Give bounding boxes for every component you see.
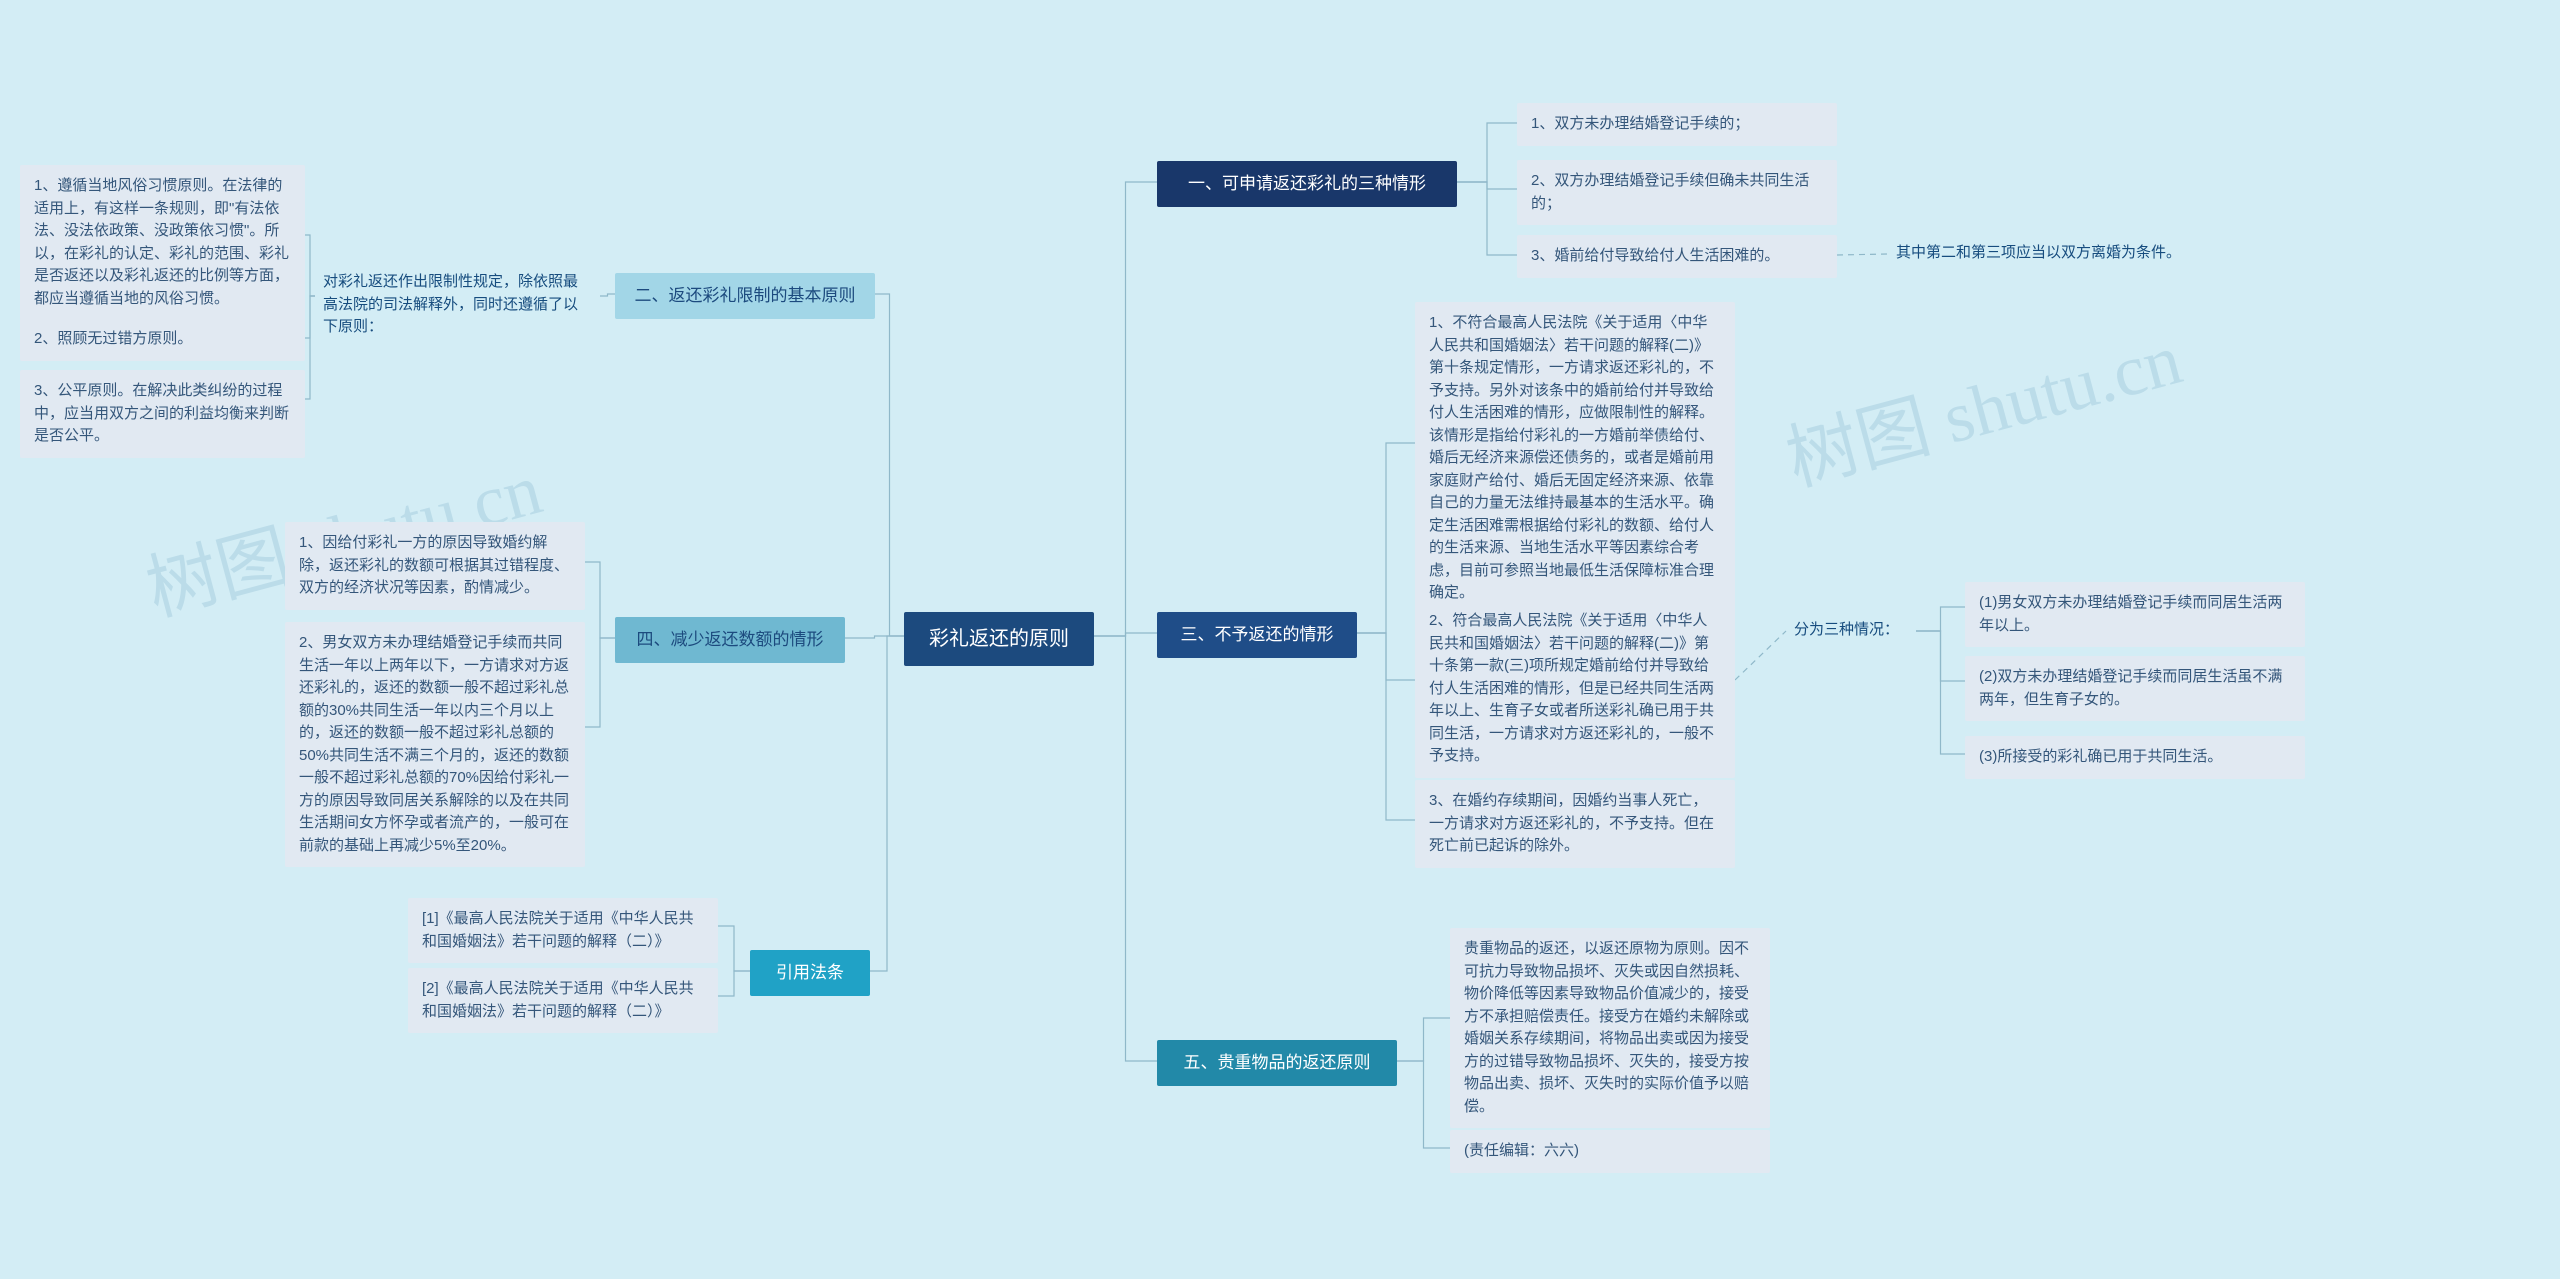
b3-l2-sub1: (1)男女双方未办理结婚登记手续而同居生活两年以上。 [1965, 582, 2305, 647]
branch-5: 五、贵重物品的返还原则 [1157, 1040, 1397, 1086]
b1-leaf-2: 2、双方办理结婚登记手续但确未共同生活的； [1517, 160, 1837, 225]
b6-leaf-1: [1]《最高人民法院关于适用《中华人民共和国婚姻法》若干问题的解释（二）》 [408, 898, 718, 963]
b1-note: 其中第二和第三项应当以双方离婚为条件。 [1888, 238, 2248, 269]
b3-leaf-3: 3、在婚约存续期间，因婚约当事人死亡，一方请求对方返还彩礼的，不予支持。但在死亡… [1415, 780, 1735, 868]
b4-leaf-1: 1、因给付彩礼一方的原因导致婚约解除，返还彩礼的数额可根据其过错程度、双方的经济… [285, 522, 585, 610]
b3-leaf-2: 2、符合最高人民法院《关于适用〈中华人民共和国婚姻法〉若干问题的解释(二)》第十… [1415, 600, 1735, 778]
b1-leaf-3: 3、婚前给付导致给付人生活困难的。 [1517, 235, 1837, 278]
watermark-2: 树图 shutu.cn [1773, 300, 2190, 506]
b3-l2-mid: 分为三种情况： [1786, 615, 1916, 646]
branch-4: 四、减少返还数额的情形 [615, 617, 845, 663]
b3-l2-sub3: (3)所接受的彩礼确已用于共同生活。 [1965, 736, 2305, 779]
b4-leaf-2: 2、男女双方未办理结婚登记手续而共同生活一年以上两年以下，一方请求对方返还彩礼的… [285, 622, 585, 867]
b5-leaf-2: (责任编辑：六六) [1450, 1130, 1770, 1173]
branch-3: 三、不予返还的情形 [1157, 612, 1357, 658]
branch-1: 一、可申请返还彩礼的三种情形 [1157, 161, 1457, 207]
b1-leaf-1: 1、双方未办理结婚登记手续的； [1517, 103, 1837, 146]
b2-leaf-3: 3、公平原则。在解决此类纠纷的过程中，应当用双方之间的利益均衡来判断是否公平。 [20, 370, 305, 458]
branch-2: 二、返还彩礼限制的基本原则 [615, 273, 875, 319]
mindmap-canvas: 树图 shutu.cn 树图 shutu.cn 彩礼返还的原则 一、可申请返还彩… [0, 0, 2560, 1279]
b5-leaf-1: 贵重物品的返还，以返还原物为原则。因不可抗力导致物品损坏、灭失或因自然损耗、物价… [1450, 928, 1770, 1128]
b2-leaf-2: 2、照顾无过错方原则。 [20, 318, 305, 361]
b3-l2-sub2: (2)双方未办理结婚登记手续而同居生活虽不满两年，但生育子女的。 [1965, 656, 2305, 721]
b2-mid: 对彩礼返还作出限制性规定，除依照最高法院的司法解释外，同时还遵循了以下原则： [315, 267, 600, 343]
b3-leaf-1: 1、不符合最高人民法院《关于适用〈中华人民共和国婚姻法〉若干问题的解释(二)》第… [1415, 302, 1735, 615]
root-node: 彩礼返还的原则 [904, 612, 1094, 666]
branch-6: 引用法条 [750, 950, 870, 996]
b6-leaf-2: [2]《最高人民法院关于适用《中华人民共和国婚姻法》若干问题的解释（二）》 [408, 968, 718, 1033]
b2-leaf-1: 1、遵循当地风俗习惯原则。在法律的适用上，有这样一条规则，即"有法依法、没法依政… [20, 165, 305, 320]
